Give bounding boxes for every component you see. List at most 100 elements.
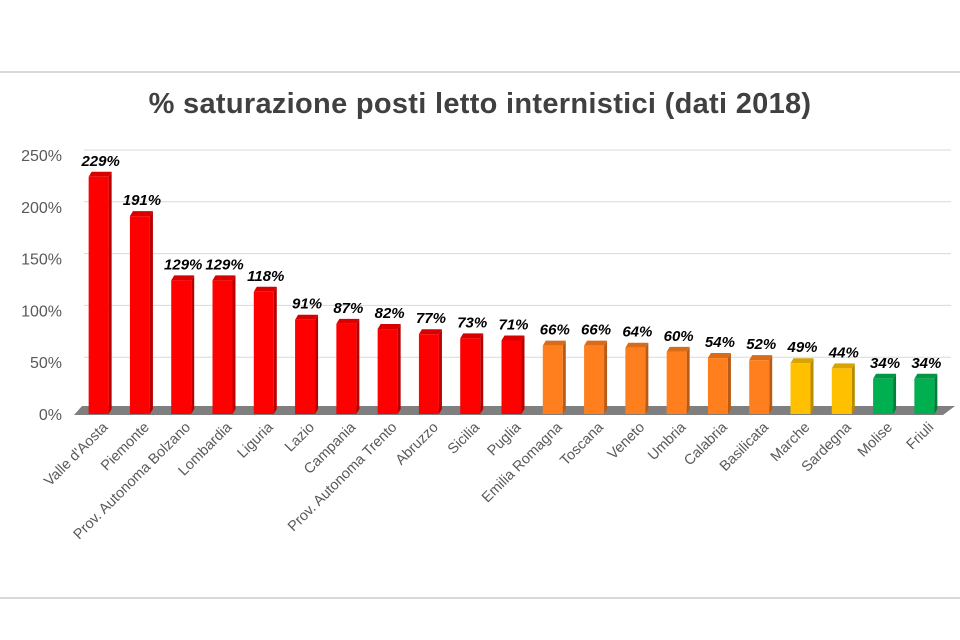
- data-label: 82%: [375, 305, 405, 322]
- bar-top: [171, 275, 195, 281]
- bar-front: [790, 363, 811, 414]
- bar-front: [831, 368, 852, 414]
- data-label: 52%: [746, 336, 776, 353]
- data-label: 60%: [664, 328, 694, 345]
- bar-side: [397, 324, 401, 414]
- bar-front: [707, 358, 728, 414]
- chart-title: % saturazione posti letto internistici (…: [148, 88, 812, 120]
- x-tick-label: Toscana: [557, 419, 607, 469]
- bar: [542, 340, 566, 414]
- data-label: 87%: [333, 300, 363, 317]
- bar-side: [810, 358, 814, 414]
- top-divider: [0, 71, 960, 73]
- bar-front: [171, 280, 192, 414]
- bar: [873, 373, 897, 414]
- x-tick-label: Puglia: [485, 419, 525, 459]
- bar-front: [460, 338, 481, 414]
- bar-top: [625, 342, 649, 348]
- bar-front: [914, 378, 935, 414]
- bar-top: [707, 353, 731, 359]
- x-tick-label: Valle d'Aosta: [41, 419, 112, 490]
- bar: [790, 358, 814, 414]
- y-tick-label: 150%: [21, 252, 62, 269]
- bar: [88, 171, 112, 414]
- data-label: 229%: [80, 153, 119, 170]
- x-tick-label: Abruzzo: [393, 420, 442, 469]
- bar-top: [584, 340, 608, 346]
- bar: [171, 275, 195, 414]
- bar: [707, 353, 731, 414]
- bar-side: [769, 355, 773, 414]
- bar-top: [212, 275, 236, 281]
- bar-front: [377, 329, 398, 414]
- x-tick-label: Friuli: [904, 420, 938, 454]
- data-label: 54%: [705, 334, 735, 351]
- bar-side: [727, 353, 731, 414]
- data-label: 129%: [205, 256, 243, 273]
- bottom-divider: [0, 597, 960, 599]
- bar-front: [212, 280, 233, 414]
- bar: [253, 286, 277, 414]
- data-label: 118%: [247, 268, 284, 285]
- bar-front: [253, 291, 274, 414]
- bar: [584, 340, 608, 414]
- bar-top: [873, 373, 897, 379]
- x-tick-label: Sicilia: [445, 419, 484, 458]
- bar-side: [438, 329, 442, 414]
- bar: [749, 355, 773, 414]
- bar-side: [356, 318, 360, 414]
- data-label: 49%: [786, 339, 817, 356]
- bar-chart: 0% 50% 100% 150% 200% 250% 229% Valle d'Aosta 19…: [21, 148, 955, 543]
- bar-side: [562, 340, 566, 414]
- bar-top: [377, 324, 401, 330]
- bar-side: [232, 275, 236, 414]
- data-label: 73%: [457, 314, 487, 331]
- bar: [625, 342, 649, 414]
- bar-side: [521, 335, 525, 414]
- bar-front: [666, 351, 687, 414]
- bar: [129, 211, 153, 414]
- bar-top: [88, 171, 112, 177]
- data-label: 77%: [416, 310, 446, 327]
- bar-front: [501, 340, 522, 414]
- bar-front: [873, 378, 894, 414]
- y-tick-label: 200%: [21, 200, 62, 217]
- x-tick-label: Lazio: [282, 420, 318, 456]
- bar-front: [625, 347, 646, 414]
- bar-front: [584, 345, 605, 414]
- bar-top: [749, 355, 773, 361]
- bar-top: [253, 286, 277, 292]
- data-label: 191%: [123, 192, 161, 209]
- bar-top: [460, 333, 484, 339]
- bar: [501, 335, 525, 414]
- bar-top: [418, 329, 442, 335]
- bar-side: [273, 286, 277, 414]
- bar: [295, 314, 319, 414]
- data-label: 91%: [292, 296, 322, 313]
- bar: [460, 333, 484, 414]
- bar-front: [129, 216, 150, 414]
- bar: [831, 363, 855, 414]
- bar: [212, 275, 236, 414]
- bar-top: [666, 346, 690, 352]
- bar-side: [645, 342, 649, 414]
- data-label: 64%: [622, 324, 652, 341]
- x-tick-label: Veneto: [605, 420, 648, 463]
- bar-front: [336, 323, 357, 414]
- data-label: 34%: [870, 355, 900, 372]
- bar-side: [934, 373, 938, 414]
- x-tick-label: Molise: [855, 420, 896, 461]
- data-label: 71%: [498, 316, 528, 333]
- bar-side: [315, 314, 319, 414]
- data-label: 44%: [828, 344, 859, 361]
- bar-front: [418, 334, 439, 414]
- bar-side: [149, 211, 153, 414]
- data-label: 66%: [540, 322, 570, 339]
- bar-side: [851, 363, 855, 414]
- bar-top: [295, 314, 319, 320]
- y-tick-label: 100%: [21, 303, 62, 320]
- bar-side: [686, 346, 690, 414]
- bar: [377, 324, 401, 414]
- bar-side: [480, 333, 484, 414]
- bar-top: [790, 358, 814, 364]
